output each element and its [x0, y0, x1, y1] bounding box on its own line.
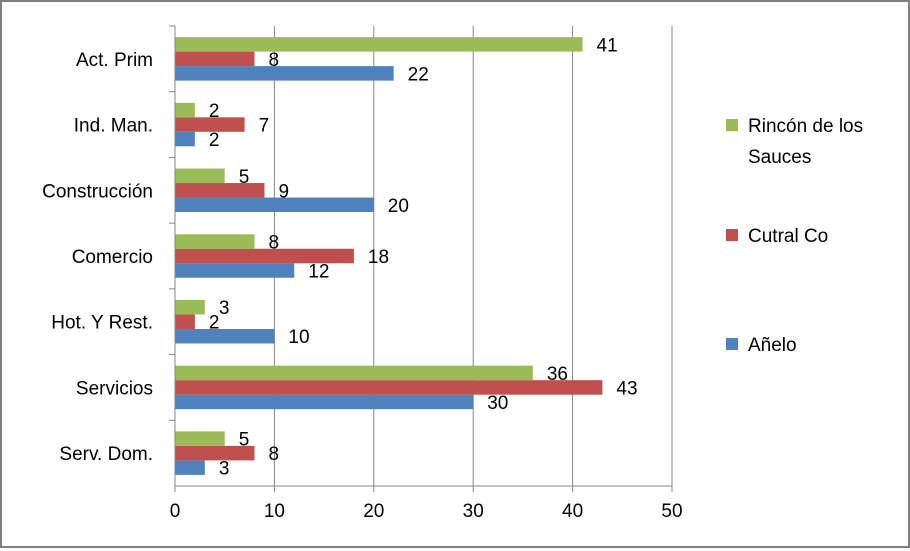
bar [175, 197, 374, 213]
data-label: 10 [288, 327, 309, 348]
data-label: 3 [219, 298, 230, 319]
legend-label: Añelo [748, 335, 797, 356]
data-label: 22 [408, 64, 429, 85]
tick-label-x-10: 10 [264, 501, 285, 522]
bar [175, 328, 275, 344]
legend-label: Cutral Co [748, 226, 828, 247]
data-label: 9 [278, 181, 289, 202]
bar [175, 183, 265, 198]
category-label: Ind. Man. [74, 116, 153, 137]
data-label: 2 [209, 101, 220, 122]
data-label: 20 [388, 196, 409, 217]
bar [175, 431, 225, 446]
tick-label-x-0: 0 [170, 501, 181, 522]
bar [175, 380, 603, 395]
category-label: Act. Prim [76, 50, 153, 71]
bar [175, 117, 245, 132]
legend-label: Sauces [748, 147, 811, 168]
legend-swatch [726, 229, 738, 241]
data-label: 8 [269, 50, 280, 71]
legend-swatch [726, 338, 738, 350]
data-label: 8 [269, 444, 280, 465]
bar [175, 314, 195, 329]
category-label: Hot. Y Rest. [51, 313, 153, 334]
data-label: 41 [597, 35, 618, 56]
category-label: Servicios [76, 378, 153, 399]
label-layer: Act. Prim Ind. Man. Construcción Comercio Ho… [42, 35, 637, 479]
bar [175, 365, 533, 381]
data-label: 12 [308, 262, 329, 283]
data-label: 36 [547, 364, 568, 385]
bar [175, 248, 354, 264]
legend-label: Rincón de los [748, 116, 863, 137]
bar [175, 131, 195, 147]
data-label: 3 [219, 459, 230, 480]
legend-swatch [726, 119, 738, 131]
bar [175, 102, 195, 118]
category-label: Construcción [42, 181, 153, 202]
category-label: Serv. Dom. [59, 444, 153, 465]
data-label: 43 [616, 378, 637, 399]
data-label: 30 [487, 393, 508, 414]
data-label: 7 [259, 116, 270, 137]
data-label: 2 [209, 130, 220, 151]
bar [175, 394, 474, 410]
data-label: 2 [209, 313, 220, 334]
bar [175, 299, 205, 315]
tick-label-x-30: 30 [463, 501, 484, 522]
category-label: Comercio [72, 247, 153, 268]
tick-label-x-50: 50 [661, 501, 682, 522]
data-label: 5 [239, 430, 250, 451]
data-label: 5 [239, 167, 250, 188]
legend-layer: Rincón de los Sauces Cutral Co Añelo [726, 116, 863, 356]
tick-label-x-20: 20 [363, 501, 384, 522]
bar [175, 460, 205, 475]
bar [175, 168, 225, 184]
data-label: 8 [269, 233, 280, 254]
grid-layer [273, 26, 673, 486]
bar [175, 51, 255, 67]
bar [175, 37, 583, 52]
axis-layer: 0 10 20 30 40 50 [169, 25, 683, 522]
bar [175, 263, 295, 278]
data-label: 18 [368, 247, 389, 268]
bar-layer [175, 37, 603, 475]
bar [175, 66, 394, 81]
bar [175, 445, 255, 461]
tick-label-x-40: 40 [562, 501, 583, 522]
bar [175, 234, 255, 249]
